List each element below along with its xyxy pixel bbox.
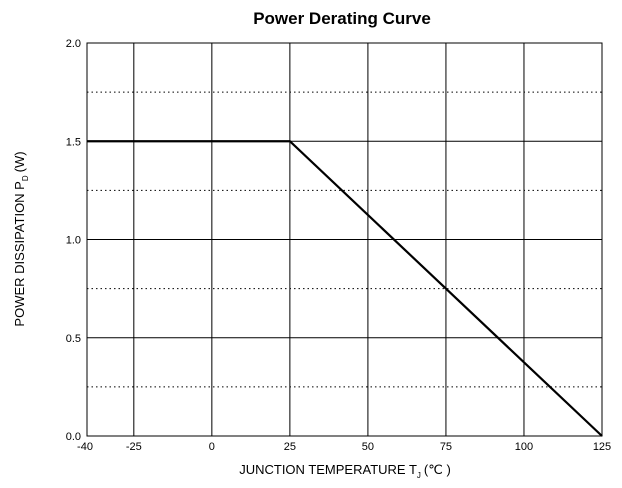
x-tick-label: -25	[126, 441, 142, 453]
y-tick-label: 1.5	[66, 136, 81, 148]
plot-frame	[86, 42, 603, 437]
y-tick-label: 0.0	[66, 431, 81, 443]
x-tick-label: 0	[209, 441, 215, 453]
y-axis-label: POWER DISSIPATION PD (W)	[12, 151, 30, 326]
y-tick-labels: 0.0 0.5 1.0 1.5 2.0	[66, 38, 81, 443]
x-axis-label: JUNCTION TEMPERATURE TJ (℃ )	[239, 462, 451, 480]
x-tick-label: 75	[440, 441, 452, 453]
x-axis-label-main: JUNCTION TEMPERATURE T	[239, 462, 417, 477]
x-tick-label: -40	[77, 441, 93, 453]
x-tick-label: 100	[515, 441, 533, 453]
x-tick-label: 125	[593, 441, 611, 453]
x-tick-label: 25	[284, 441, 296, 453]
y-tick-label: 2.0	[66, 38, 81, 50]
y-tick-label: 0.5	[66, 333, 81, 345]
y-axis-label-subscript: D	[21, 175, 30, 181]
x-tick-label: 50	[362, 441, 374, 453]
major-gridlines	[86, 42, 603, 437]
y-tick-label: 1.0	[66, 235, 81, 247]
derating-curve-line	[87, 140, 603, 437]
minor-gridlines	[87, 91, 602, 388]
y-axis-label-main: POWER DISSIPATION P	[12, 181, 27, 326]
x-axis-label-unit: (℃ )	[424, 462, 451, 477]
x-tick-labels: -40 -25 0 25 50 75 100 125	[77, 441, 611, 453]
y-axis-label-unit: (W)	[12, 151, 27, 172]
x-axis-label-subscript: J	[417, 471, 421, 480]
chart-title: Power Derating Curve	[253, 9, 431, 28]
